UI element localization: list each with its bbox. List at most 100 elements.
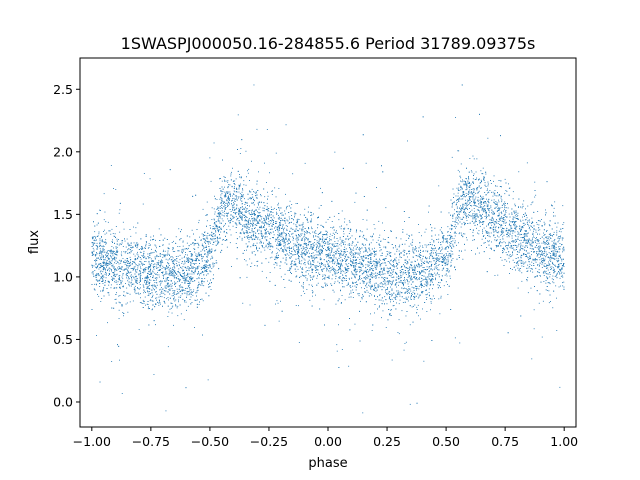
data-point [190, 277, 191, 279]
data-point [395, 294, 397, 296]
data-point [419, 254, 421, 256]
data-point [227, 192, 229, 194]
data-point [219, 206, 221, 208]
data-point [132, 268, 133, 269]
data-point [343, 228, 345, 229]
data-point [375, 267, 377, 269]
data-point [268, 242, 270, 244]
data-point [370, 268, 372, 270]
data-point [531, 242, 533, 244]
data-point [167, 277, 168, 279]
data-point [102, 262, 104, 263]
data-point [301, 251, 302, 253]
data-point [322, 242, 324, 244]
data-point [229, 184, 231, 186]
data-point [262, 210, 264, 212]
data-point [316, 269, 318, 271]
data-point [345, 258, 347, 260]
data-point [548, 233, 550, 235]
data-point [208, 235, 210, 236]
data-point [320, 252, 322, 253]
data-point [187, 276, 189, 277]
data-point [142, 272, 144, 274]
data-point [185, 252, 186, 253]
data-point [476, 206, 478, 207]
data-point [474, 179, 476, 180]
data-point [118, 268, 120, 270]
data-point [332, 254, 334, 256]
data-point [352, 297, 354, 298]
data-point [383, 246, 385, 248]
data-point [517, 212, 519, 214]
data-point [551, 245, 553, 247]
data-point [183, 319, 185, 321]
data-point [268, 261, 270, 263]
data-point [420, 283, 421, 285]
data-point [190, 277, 192, 279]
data-point [340, 249, 342, 251]
data-point [543, 247, 544, 248]
data-point [369, 281, 371, 282]
data-point [301, 260, 303, 262]
data-point [200, 266, 202, 268]
data-point [473, 191, 475, 193]
data-point [277, 245, 279, 247]
data-point [544, 260, 546, 261]
data-point [432, 244, 433, 246]
data-point [401, 271, 402, 273]
data-point [102, 249, 104, 251]
data-point [263, 207, 265, 209]
data-point [156, 297, 158, 299]
data-point [480, 245, 482, 246]
data-point [124, 262, 126, 263]
data-point [426, 299, 427, 300]
data-point [319, 239, 321, 240]
data-point [190, 296, 192, 298]
data-point [531, 254, 532, 256]
data-point [144, 280, 145, 282]
data-point [266, 182, 267, 183]
data-point [116, 246, 118, 248]
data-point [484, 209, 486, 211]
data-point [378, 277, 380, 279]
data-point [422, 262, 424, 263]
data-point [285, 193, 286, 195]
data-point [384, 282, 386, 284]
data-point [428, 211, 429, 213]
data-point [380, 267, 382, 269]
data-point [156, 274, 158, 276]
data-point [168, 286, 169, 288]
data-point [129, 278, 130, 280]
data-point [147, 273, 149, 275]
data-point [137, 254, 139, 256]
data-point [438, 261, 440, 262]
data-point [227, 218, 229, 220]
data-point [543, 221, 545, 223]
data-point [338, 324, 339, 326]
data-point [553, 246, 555, 248]
data-point [270, 222, 272, 224]
data-point [183, 292, 185, 294]
data-point [365, 244, 366, 246]
data-point [123, 315, 124, 317]
data-point [109, 282, 110, 284]
data-point [220, 189, 222, 191]
data-point [318, 239, 320, 241]
data-point [397, 290, 399, 292]
data-point [271, 190, 273, 192]
data-point [514, 242, 516, 243]
data-point [189, 276, 191, 278]
data-point [328, 254, 330, 256]
data-point [412, 291, 414, 293]
data-point [383, 267, 385, 269]
data-point [260, 227, 262, 228]
data-point [514, 223, 516, 225]
data-point [413, 276, 414, 278]
data-point [172, 269, 174, 271]
data-point [502, 218, 504, 219]
data-point [168, 311, 170, 313]
data-point [434, 227, 436, 229]
data-point [487, 181, 489, 183]
data-point [559, 255, 561, 257]
data-point [308, 270, 310, 272]
